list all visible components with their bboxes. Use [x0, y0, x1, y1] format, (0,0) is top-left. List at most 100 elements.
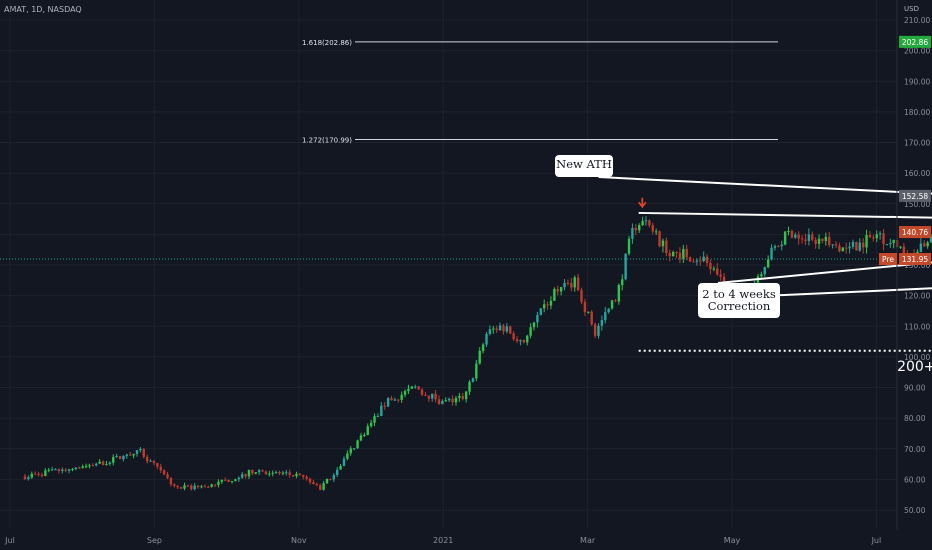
candle-body — [261, 470, 264, 472]
candle-body — [240, 474, 244, 478]
candle-body — [112, 456, 115, 463]
candle-body — [179, 487, 183, 489]
x-tick-label: Mar — [580, 536, 596, 545]
new-ath-callout-text: New ATH — [556, 157, 612, 171]
candle-body — [101, 461, 105, 465]
candle-body — [302, 474, 305, 477]
candle-body — [868, 234, 872, 238]
candle-body — [576, 277, 580, 291]
candle-body — [444, 400, 447, 402]
grid-layer — [0, 0, 897, 528]
candle-body — [156, 462, 159, 467]
candle-body — [359, 435, 363, 441]
candle-body — [610, 300, 614, 309]
candle-body — [597, 325, 600, 336]
candle-body — [431, 393, 434, 399]
candle-body — [308, 478, 312, 483]
candle-body — [47, 469, 50, 471]
lower-trendline — [703, 287, 932, 300]
candle-body — [291, 475, 295, 477]
candle-body — [668, 253, 671, 257]
candle-body — [369, 422, 373, 427]
candle-body — [437, 399, 441, 405]
candle-body — [257, 470, 261, 473]
candle-body — [193, 485, 196, 490]
candle-body — [61, 469, 64, 471]
candle-body — [821, 238, 824, 242]
candle-body — [95, 463, 98, 466]
candle-body — [159, 466, 162, 471]
y-tick-label: 180.00 — [904, 108, 930, 117]
candle-body — [400, 394, 403, 400]
candle-body — [183, 485, 186, 489]
candle-body — [929, 236, 932, 243]
candle-body — [481, 344, 485, 351]
candle-body — [553, 288, 556, 301]
y-tick-label: 160.00 — [904, 169, 930, 178]
candle-body — [899, 246, 902, 248]
y-tick-label: 150.00 — [904, 200, 930, 209]
candle-body — [617, 285, 621, 302]
candle-body — [67, 469, 71, 471]
candle-body — [84, 466, 88, 468]
candle-body — [23, 476, 27, 480]
candle-body — [529, 327, 532, 336]
candle-body — [339, 465, 342, 470]
candle-body — [91, 465, 95, 467]
candle-body — [98, 461, 101, 464]
price-badge-label: 140.76 — [902, 228, 928, 237]
candle-body — [919, 243, 923, 252]
candle-body — [661, 240, 665, 247]
candle-body — [220, 479, 224, 482]
candle-body — [519, 340, 522, 342]
y-tick-label: 210.00 — [904, 16, 930, 25]
candle-body — [115, 456, 118, 458]
candle-body — [861, 242, 865, 248]
candle-body — [200, 486, 203, 488]
candle-body — [281, 472, 285, 474]
candle-body — [583, 301, 587, 313]
candle-body — [889, 242, 892, 245]
candle-body — [335, 469, 339, 476]
candle-body — [298, 473, 302, 475]
candle-body — [492, 328, 495, 330]
candle-body — [176, 485, 179, 488]
candle-body — [665, 240, 668, 254]
candle-body — [196, 485, 200, 488]
candle-body — [397, 399, 400, 401]
candle-body — [885, 244, 889, 246]
candle-body — [845, 247, 848, 249]
candle-body — [631, 228, 634, 239]
candle-body — [794, 234, 797, 238]
candle-body — [515, 339, 519, 342]
y-tick-label: 200.00 — [904, 47, 930, 56]
pre-badge — [879, 253, 897, 266]
candle-body — [118, 456, 122, 460]
candle-body — [149, 460, 152, 462]
y-tick-label: 80.00 — [904, 414, 926, 423]
candle-body — [128, 454, 132, 456]
candle-body — [264, 471, 268, 475]
candle-body — [169, 478, 173, 485]
candle-body — [447, 398, 451, 401]
new-ath-callout-pointer — [598, 176, 932, 195]
x-tick-label: Nov — [291, 536, 307, 545]
candle-body — [882, 233, 885, 245]
candle-body — [902, 246, 906, 256]
candle-body — [454, 397, 458, 403]
candle-body — [329, 478, 332, 480]
candle-body — [247, 469, 251, 477]
weeks-correction-text-1: 2 to 4 weeks — [702, 287, 776, 301]
candle-body — [40, 474, 44, 476]
peak-marker-arrow — [638, 197, 647, 209]
candle-body — [210, 484, 213, 487]
candle-body — [458, 395, 461, 398]
candle-body — [824, 236, 828, 242]
candle-body — [777, 246, 780, 248]
candle-body — [227, 479, 230, 482]
candle-body — [590, 311, 593, 325]
candle-body — [64, 469, 67, 471]
candle-body — [33, 473, 37, 475]
price-badge — [899, 35, 931, 48]
